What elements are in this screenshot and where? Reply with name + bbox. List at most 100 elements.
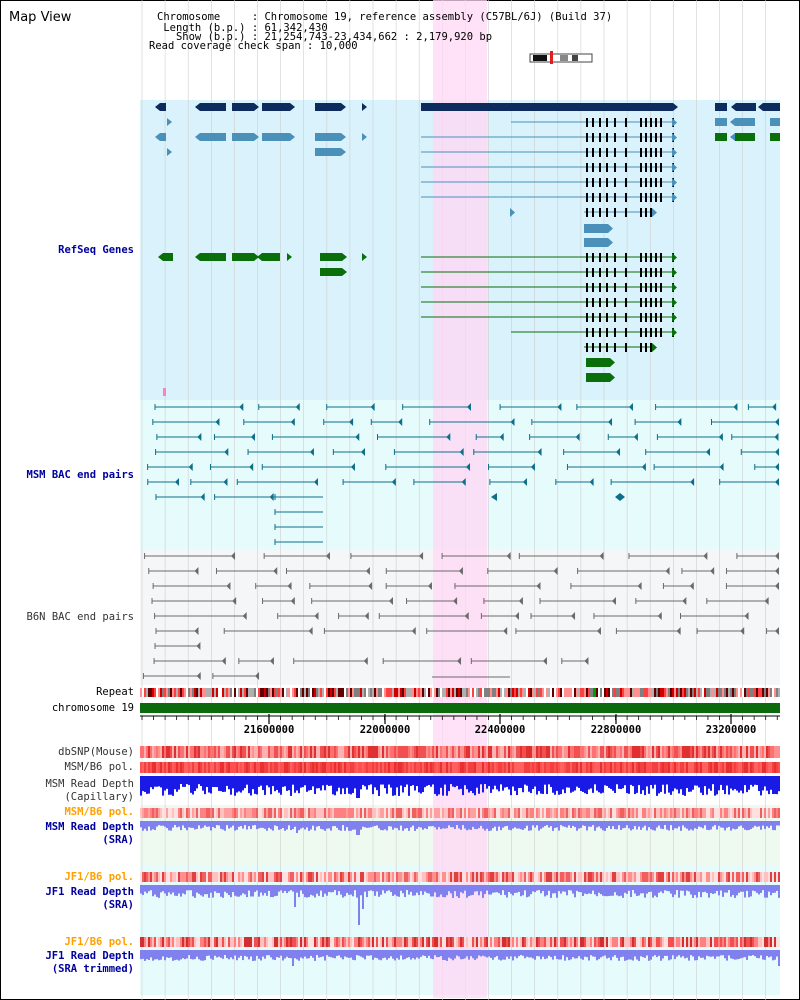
jf1-b6-pol-heat-2 — [608, 937, 610, 947]
msm-b6-pol-heat — [490, 762, 492, 773]
track-label-msm-b6-pol-2[interactable]: MSM/B6 pol. — [64, 806, 134, 818]
jf1-b6-pol-heat — [160, 872, 162, 882]
jf1-depth-trim-bar — [504, 950, 506, 960]
gene-strand-arrow — [510, 208, 515, 217]
jf1-b6-pol-heat — [484, 872, 486, 882]
track-label-msm-read-depth-sra[interactable]: MSM Read Depth — [45, 821, 134, 833]
msm-depth-sra-bar — [394, 821, 396, 828]
msm-b6-pol-heat-2 — [628, 808, 630, 818]
jf1-depth-trim-bar — [168, 950, 170, 958]
track-label-repeat[interactable]: Repeat — [96, 686, 134, 698]
jf1-b6-pol-heat-2 — [284, 937, 286, 947]
jf1-b6-pol-heat-2 — [706, 937, 708, 947]
gene-strand-arrow — [672, 283, 677, 292]
msm-b6-pol-heat-2 — [722, 808, 724, 818]
track-label-jf1-read-depth-sra[interactable]: JF1 Read Depth — [45, 886, 134, 898]
msm-b6-pol-heat — [144, 762, 146, 773]
jf1-depth-trim-bar — [446, 950, 448, 961]
repeat-segment — [586, 688, 588, 697]
msm-b6-pol-heat — [186, 762, 188, 773]
dbsnp-heat — [498, 746, 500, 758]
track-label-msm-read-depth-cap[interactable]: MSM Read Depth — [45, 778, 134, 790]
msm-b6-pol-heat — [704, 762, 706, 773]
jf1-b6-pol-heat-2 — [184, 937, 186, 947]
repeat-segment — [670, 688, 672, 697]
jf1-depth-sra-bar — [288, 885, 290, 892]
jf1-depth-trim-bar — [316, 950, 318, 956]
msm-b6-pol-heat-2 — [178, 808, 180, 818]
jf1-b6-pol-heat-2 — [240, 937, 242, 947]
jf1-b6-pol-heat-2 — [458, 937, 460, 947]
jf1-b6-pol-heat-2 — [306, 937, 308, 947]
msm-b6-pol-heat — [632, 762, 634, 773]
jf1-depth-trim-bar — [710, 950, 712, 957]
msm-depth-sra-bar — [260, 821, 262, 828]
repeat-segment — [508, 688, 510, 697]
msm-depth-capillary-bar — [564, 776, 566, 794]
jf1-b6-pol-heat — [448, 872, 450, 882]
repeat-segment — [648, 688, 650, 697]
msm-depth-sra-bar — [232, 821, 234, 826]
jf1-b6-pol-heat-2 — [244, 937, 246, 947]
jf1-depth-trim-bar — [558, 950, 560, 960]
track-label-msm-b6-pol[interactable]: MSM/B6 pol. — [64, 761, 134, 773]
jf1-depth-trim-bar — [582, 950, 584, 960]
msm-b6-pol-heat — [734, 762, 736, 773]
repeat-segment — [416, 688, 418, 697]
gene-strand-arrow — [254, 133, 259, 141]
dbsnp-heat — [432, 746, 434, 758]
jf1-b6-pol-heat — [744, 872, 746, 882]
jf1-b6-pol-heat-2 — [768, 937, 770, 947]
jf1-b6-pol-heat-2 — [764, 937, 766, 947]
dbsnp-heat — [290, 746, 292, 758]
track-label-jf1-b6-pol[interactable]: JF1/B6 pol. — [64, 871, 134, 883]
track-label-refseq[interactable]: RefSeq Genes — [58, 244, 134, 256]
track-label-b6n-bac[interactable]: B6N BAC end pairs — [26, 611, 134, 623]
jf1-b6-pol-heat-2 — [696, 937, 698, 947]
jf1-b6-pol-heat-2 — [680, 937, 682, 947]
jf1-b6-pol-heat-2 — [476, 937, 478, 947]
msm-depth-sra-bar — [734, 821, 736, 830]
msm-b6-pol-heat — [354, 762, 356, 773]
jf1-b6-pol-heat-2 — [420, 937, 422, 947]
msm-depth-capillary-bar — [260, 776, 262, 786]
bac-end-arrow — [370, 403, 375, 411]
jf1-depth-trim-bar — [184, 950, 186, 960]
track-label-jf1-read-depth-trim[interactable]: JF1 Read Depth — [45, 950, 134, 962]
track-label-jf1-b6-pol-2[interactable]: JF1/B6 pol. — [64, 936, 134, 948]
dbsnp-heat — [580, 746, 582, 758]
jf1-depth-sra-bar — [430, 885, 432, 897]
msm-b6-pol-heat-2 — [284, 808, 286, 818]
gene-exon — [736, 103, 756, 111]
jf1-b6-pol-heat-2 — [238, 937, 240, 947]
track-label-msm-bac[interactable]: MSM BAC end pairs — [26, 469, 134, 481]
msm-depth-capillary-bar — [262, 776, 264, 791]
msm-b6-pol-heat — [184, 762, 186, 773]
jf1-depth-sra-bar — [210, 885, 212, 893]
msm-b6-pol-heat-2 — [594, 808, 596, 818]
msm-depth-capillary-bar — [556, 776, 558, 791]
repeat-segment — [424, 688, 426, 697]
msm-depth-sra-bar — [318, 821, 320, 827]
msm-b6-pol-heat — [316, 762, 318, 773]
msm-b6-pol-heat-2 — [186, 808, 188, 818]
jf1-depth-trim-bar — [648, 950, 650, 961]
msm-depth-sra-bar — [458, 821, 460, 829]
jf1-b6-pol-heat-2 — [638, 937, 640, 947]
transcript-exon — [625, 148, 627, 157]
msm-depth-capillary-bar — [700, 776, 702, 793]
jf1-b6-pol-heat-2 — [228, 937, 230, 947]
track-label-dbsnp[interactable]: dbSNP(Mouse) — [58, 746, 134, 758]
msm-b6-pol-heat — [364, 762, 366, 773]
jf1-b6-pol-heat — [578, 872, 580, 882]
jf1-depth-sra-bar — [254, 885, 256, 892]
transcript-exon — [650, 163, 652, 172]
jf1-depth-trim-bar — [476, 950, 478, 959]
msm-depth-capillary-bar — [718, 776, 720, 791]
msm-b6-pol-heat-2 — [392, 808, 394, 818]
dbsnp-heat — [164, 746, 166, 758]
jf1-b6-pol-heat-2 — [774, 937, 776, 947]
jf1-b6-pol-heat — [434, 872, 436, 882]
jf1-b6-pol-heat — [460, 872, 462, 882]
